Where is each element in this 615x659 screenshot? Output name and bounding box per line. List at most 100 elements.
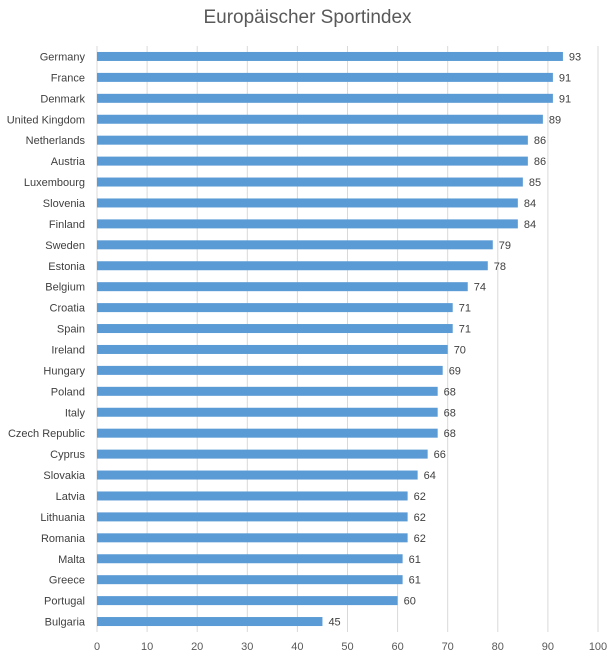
data-label: 61 <box>409 554 421 566</box>
gridlines <box>96 46 599 632</box>
bar <box>97 449 428 459</box>
data-label: 69 <box>449 365 461 377</box>
bar <box>97 219 518 229</box>
data-label: 64 <box>424 470 436 482</box>
category-label: Luxembourg <box>24 177 85 189</box>
bar <box>97 554 403 564</box>
x-tick-label: 10 <box>141 641 153 653</box>
x-tick-label: 40 <box>291 641 303 653</box>
data-label: 62 <box>414 533 426 545</box>
bar <box>97 135 528 145</box>
bar <box>97 365 443 375</box>
bar <box>97 386 438 396</box>
bar <box>97 344 448 354</box>
data-label: 84 <box>524 198 536 210</box>
bar <box>97 72 553 82</box>
data-label: 66 <box>434 449 446 461</box>
category-label: Portugal <box>44 596 85 608</box>
bar <box>97 470 418 480</box>
data-label: 86 <box>534 156 546 168</box>
x-tick-label: 60 <box>391 641 403 653</box>
category-label: Sweden <box>45 240 85 252</box>
category-label: Bulgaria <box>45 617 86 629</box>
category-label: Romania <box>41 533 86 545</box>
category-label: Netherlands <box>26 135 86 147</box>
bar <box>97 177 523 187</box>
bar <box>97 282 468 292</box>
data-label: 45 <box>328 617 340 629</box>
bar <box>97 533 408 543</box>
data-label: 91 <box>559 93 571 105</box>
category-label: Spain <box>57 324 85 336</box>
data-label: 91 <box>559 72 571 84</box>
category-label: Ireland <box>51 344 85 356</box>
category-label: Austria <box>51 156 86 168</box>
category-label: Belgium <box>45 282 85 294</box>
x-tick-label: 0 <box>94 641 100 653</box>
bar <box>97 51 563 61</box>
data-label: 68 <box>444 386 456 398</box>
bar <box>97 575 403 585</box>
bar <box>97 324 453 334</box>
data-label: 89 <box>549 114 561 126</box>
data-label: 62 <box>414 491 426 503</box>
x-tick-label: 70 <box>442 641 454 653</box>
category-label: Greece <box>49 575 85 587</box>
bar <box>97 156 528 166</box>
x-axis-ticks: 0 10 20 30 40 50 60 70 80 90 100 <box>94 641 607 653</box>
category-label: Finland <box>49 219 85 231</box>
data-label: 71 <box>459 303 471 315</box>
data-label: 70 <box>454 344 466 356</box>
category-label: Czech Republic <box>8 428 86 440</box>
data-label: 62 <box>414 512 426 524</box>
data-label: 93 <box>569 51 581 63</box>
category-label: Italy <box>65 407 86 419</box>
x-tick-label: 30 <box>241 641 253 653</box>
category-label: Germany <box>40 51 86 63</box>
x-tick-label: 50 <box>341 641 353 653</box>
category-labels: Germany France Denmark United Kingdom Nether… <box>7 51 86 628</box>
x-tick-label: 90 <box>542 641 554 653</box>
category-label: Hungary <box>43 365 85 377</box>
bar <box>97 512 408 522</box>
category-label: Poland <box>51 386 85 398</box>
category-label: Croatia <box>50 303 86 315</box>
data-label: 68 <box>444 428 456 440</box>
bar <box>97 617 323 627</box>
data-label: 86 <box>534 135 546 147</box>
data-label: 74 <box>474 282 486 294</box>
bars <box>97 51 563 627</box>
bar <box>97 114 543 124</box>
data-label: 71 <box>459 324 471 336</box>
category-label: Lithuania <box>40 512 86 524</box>
category-label: Denmark <box>40 93 85 105</box>
category-label: Malta <box>58 554 86 566</box>
x-tick-label: 100 <box>589 641 607 653</box>
x-tick-label: 80 <box>492 641 504 653</box>
bar <box>97 407 438 417</box>
category-label: Slovakia <box>43 470 85 482</box>
category-label: Slovenia <box>43 198 86 210</box>
data-label: 61 <box>409 575 421 587</box>
x-tick-label: 20 <box>191 641 203 653</box>
category-label: France <box>51 72 85 84</box>
data-label: 84 <box>524 219 536 231</box>
category-label: United Kingdom <box>7 114 85 126</box>
bar <box>97 428 438 438</box>
category-label: Estonia <box>48 261 86 273</box>
data-label: 79 <box>499 240 511 252</box>
data-labels: 9391918986868584847978747171706968686866… <box>328 51 581 628</box>
data-label: 60 <box>404 596 416 608</box>
category-label: Latvia <box>56 491 86 503</box>
data-label: 78 <box>494 261 506 273</box>
bar <box>97 261 488 271</box>
bar <box>97 303 453 313</box>
bar <box>97 491 408 501</box>
chart-title: Europäischer Sportindex <box>203 7 412 28</box>
bar <box>97 240 493 250</box>
bar <box>97 596 398 606</box>
data-label: 85 <box>529 177 541 189</box>
data-label: 68 <box>444 407 456 419</box>
